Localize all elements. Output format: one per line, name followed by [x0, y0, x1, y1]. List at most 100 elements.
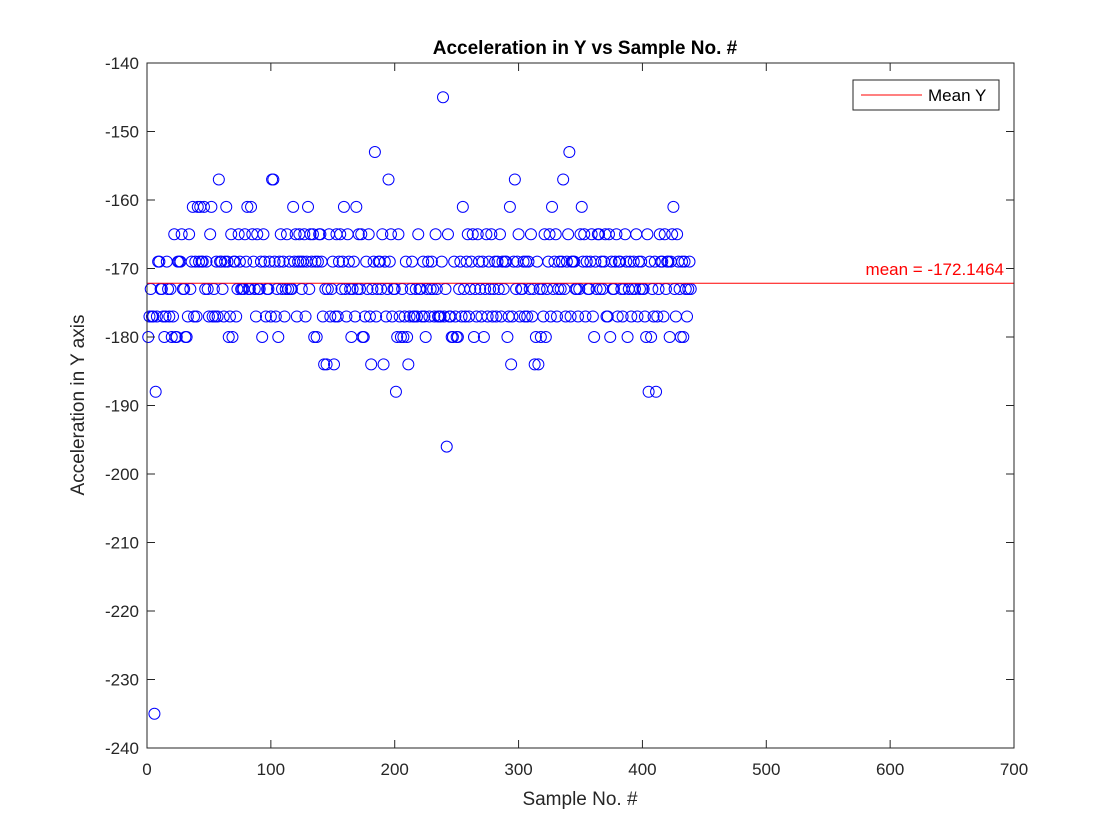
data-point [188, 310, 201, 323]
data-point [458, 283, 471, 296]
data-point [617, 283, 630, 296]
data-point [510, 283, 523, 296]
data-point [254, 255, 267, 268]
data-point [271, 283, 284, 296]
data-point [303, 283, 316, 296]
data-point [212, 173, 225, 186]
data-point [476, 255, 489, 268]
data-point [292, 255, 305, 268]
data-point [518, 310, 531, 323]
data-point [147, 310, 160, 323]
data-point [453, 283, 466, 296]
data-point [531, 255, 544, 268]
data-point [572, 310, 585, 323]
data-point [391, 331, 404, 343]
data-point [563, 146, 576, 159]
data-point [614, 255, 627, 268]
data-point [528, 358, 541, 371]
data-point [149, 385, 162, 398]
data-point [314, 228, 327, 241]
data-point [522, 255, 535, 268]
data-point [329, 310, 342, 323]
data-point [559, 310, 572, 323]
data-point [641, 228, 654, 241]
data-point [289, 228, 302, 241]
data-point [347, 255, 360, 268]
data-point [219, 255, 232, 268]
data-point [503, 200, 516, 213]
data-point [404, 283, 417, 296]
data-point [524, 228, 537, 241]
data-point [638, 310, 651, 323]
data-point [682, 283, 695, 296]
data-point [167, 310, 180, 323]
data-point [560, 255, 573, 268]
x-tick-label: 0 [142, 760, 151, 779]
data-point [546, 200, 559, 213]
data-point [290, 310, 303, 323]
data-point [153, 255, 166, 268]
data-point [585, 228, 598, 241]
data-points [142, 91, 697, 720]
data-point [542, 255, 555, 268]
data-point [451, 331, 464, 343]
data-point [175, 228, 188, 241]
data-point [249, 310, 262, 323]
data-point [306, 228, 319, 241]
data-point [320, 358, 333, 371]
data-point [679, 283, 692, 296]
x-tick-label: 600 [876, 760, 904, 779]
data-point [460, 255, 473, 268]
data-point [160, 255, 173, 268]
data-point [538, 228, 551, 241]
data-point [408, 310, 421, 323]
data-point [621, 331, 634, 343]
data-point [267, 173, 280, 186]
data-point [630, 228, 643, 241]
data-point [274, 228, 287, 241]
data-point [508, 173, 521, 186]
data-point [263, 255, 276, 268]
data-point [658, 228, 671, 241]
data-point [199, 283, 212, 296]
y-tick-label: -200 [105, 465, 139, 484]
data-point [595, 255, 608, 268]
data-point [562, 228, 575, 241]
data-point [302, 200, 315, 213]
data-point [657, 310, 670, 323]
data-point [668, 283, 681, 296]
data-point [310, 331, 323, 343]
data-point [402, 358, 415, 371]
data-point [389, 385, 402, 398]
data-point [651, 310, 664, 323]
data-point [376, 228, 389, 241]
data-point [165, 331, 178, 343]
data-point [204, 228, 217, 241]
data-point [580, 255, 593, 268]
data-point [456, 200, 469, 213]
legend-mean-label: Mean Y [928, 86, 986, 105]
data-point [482, 255, 495, 268]
data-point [264, 310, 277, 323]
data-point [619, 228, 632, 241]
data-point [635, 255, 648, 268]
data-point [191, 200, 204, 213]
data-point [449, 310, 462, 323]
data-point [319, 283, 332, 296]
data-point [646, 283, 659, 296]
data-point [350, 200, 363, 213]
data-point [537, 310, 550, 323]
data-point [164, 283, 177, 296]
data-point [564, 310, 577, 323]
data-point [216, 283, 229, 296]
y-tick-label: -240 [105, 739, 139, 758]
data-point [648, 255, 661, 268]
y-tick-label: -230 [105, 671, 139, 690]
data-point [365, 358, 378, 371]
y-tick-label: -190 [105, 397, 139, 416]
data-point [557, 173, 570, 186]
y-tick-label: -210 [105, 534, 139, 553]
data-point [470, 310, 483, 323]
data-point [383, 255, 396, 268]
data-point [492, 283, 505, 296]
